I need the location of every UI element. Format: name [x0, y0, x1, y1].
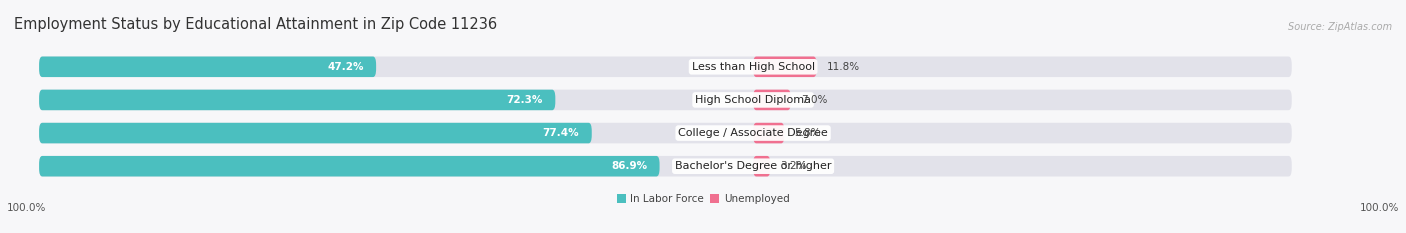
- FancyBboxPatch shape: [754, 123, 785, 143]
- Text: Bachelor's Degree or higher: Bachelor's Degree or higher: [675, 161, 831, 171]
- Text: 100.0%: 100.0%: [7, 203, 46, 213]
- FancyBboxPatch shape: [39, 123, 1292, 143]
- Text: Employment Status by Educational Attainment in Zip Code 11236: Employment Status by Educational Attainm…: [14, 17, 498, 31]
- Text: 7.0%: 7.0%: [801, 95, 827, 105]
- Text: 72.3%: 72.3%: [506, 95, 543, 105]
- FancyBboxPatch shape: [754, 156, 770, 176]
- Text: College / Associate Degree: College / Associate Degree: [678, 128, 828, 138]
- Text: High School Diploma: High School Diploma: [695, 95, 811, 105]
- Text: 100.0%: 100.0%: [1360, 203, 1399, 213]
- Text: Less than High School: Less than High School: [692, 62, 814, 72]
- FancyBboxPatch shape: [39, 156, 659, 176]
- Text: 5.8%: 5.8%: [794, 128, 821, 138]
- FancyBboxPatch shape: [39, 156, 1292, 176]
- FancyBboxPatch shape: [39, 90, 555, 110]
- Legend: In Labor Force, Unemployed: In Labor Force, Unemployed: [613, 190, 793, 208]
- Text: Source: ZipAtlas.com: Source: ZipAtlas.com: [1288, 21, 1392, 31]
- FancyBboxPatch shape: [754, 57, 817, 77]
- FancyBboxPatch shape: [754, 90, 790, 110]
- Text: 47.2%: 47.2%: [328, 62, 364, 72]
- FancyBboxPatch shape: [39, 57, 1292, 77]
- FancyBboxPatch shape: [39, 57, 377, 77]
- FancyBboxPatch shape: [39, 123, 592, 143]
- Text: 11.8%: 11.8%: [827, 62, 860, 72]
- FancyBboxPatch shape: [39, 90, 1292, 110]
- Text: 77.4%: 77.4%: [543, 128, 579, 138]
- Text: 86.9%: 86.9%: [612, 161, 647, 171]
- Text: 3.2%: 3.2%: [780, 161, 807, 171]
